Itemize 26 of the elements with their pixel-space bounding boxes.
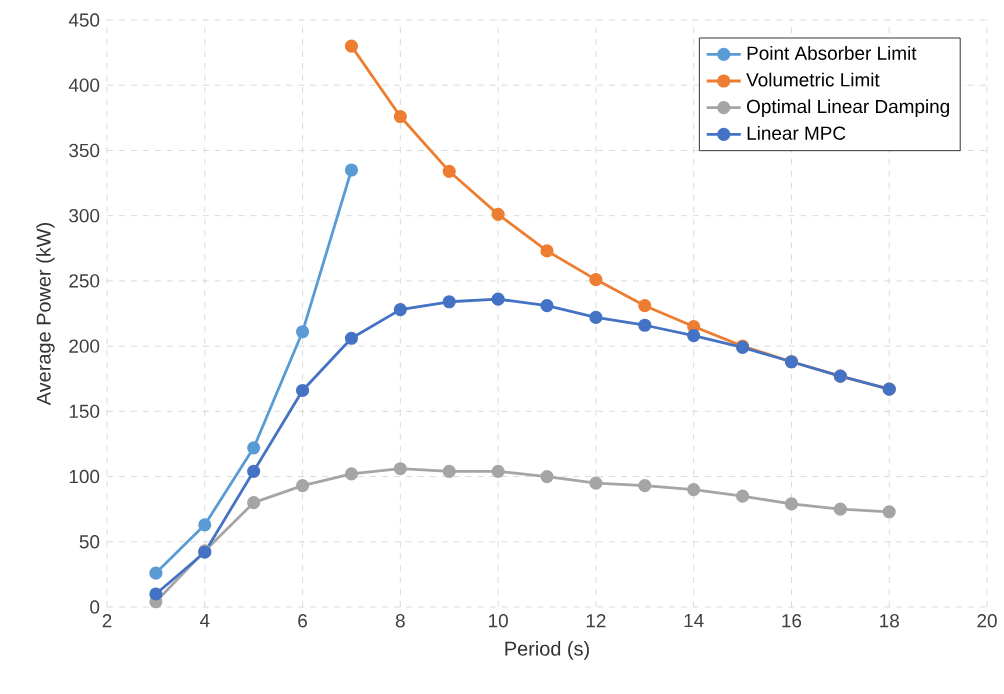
y-tick-label: 400 [68, 78, 100, 92]
x-tick-label: 16 [782, 614, 802, 628]
y-axis-title: Average Power (kW) [36, 223, 55, 406]
x-tick-label: 12 [586, 614, 606, 628]
x-tick-label: 4 [199, 614, 210, 628]
x-tick-label: 20 [977, 614, 997, 628]
x-tick-label: 8 [395, 614, 405, 628]
x-tick-label: 14 [684, 614, 704, 628]
legend-label: Linear MPC [747, 125, 846, 140]
y-tick-label: 350 [69, 143, 100, 158]
y-tick-label: 100 [69, 469, 100, 484]
y-tick-label: 200 [69, 339, 100, 353]
y-tick-label: 0 [90, 600, 100, 614]
x-tick-label: 18 [880, 614, 899, 628]
x-tick-label: 6 [298, 614, 307, 628]
legend-label: Point Absorber Limit [747, 45, 917, 60]
y-tick-label: 50 [79, 535, 100, 549]
legend-label: Volumetric Limit [746, 72, 880, 87]
y-tick-label: 300 [69, 208, 100, 223]
x-tick-label: 10 [489, 614, 508, 628]
x-axis-title: Period (s) [505, 641, 589, 660]
x-tick-label: 2 [102, 614, 112, 628]
y-tick-label: 150 [69, 404, 100, 419]
y-tick-label: 250 [69, 274, 100, 288]
legend-label: Optimal Linear Damping [747, 99, 949, 117]
y-tick-label: 450 [68, 13, 100, 27]
